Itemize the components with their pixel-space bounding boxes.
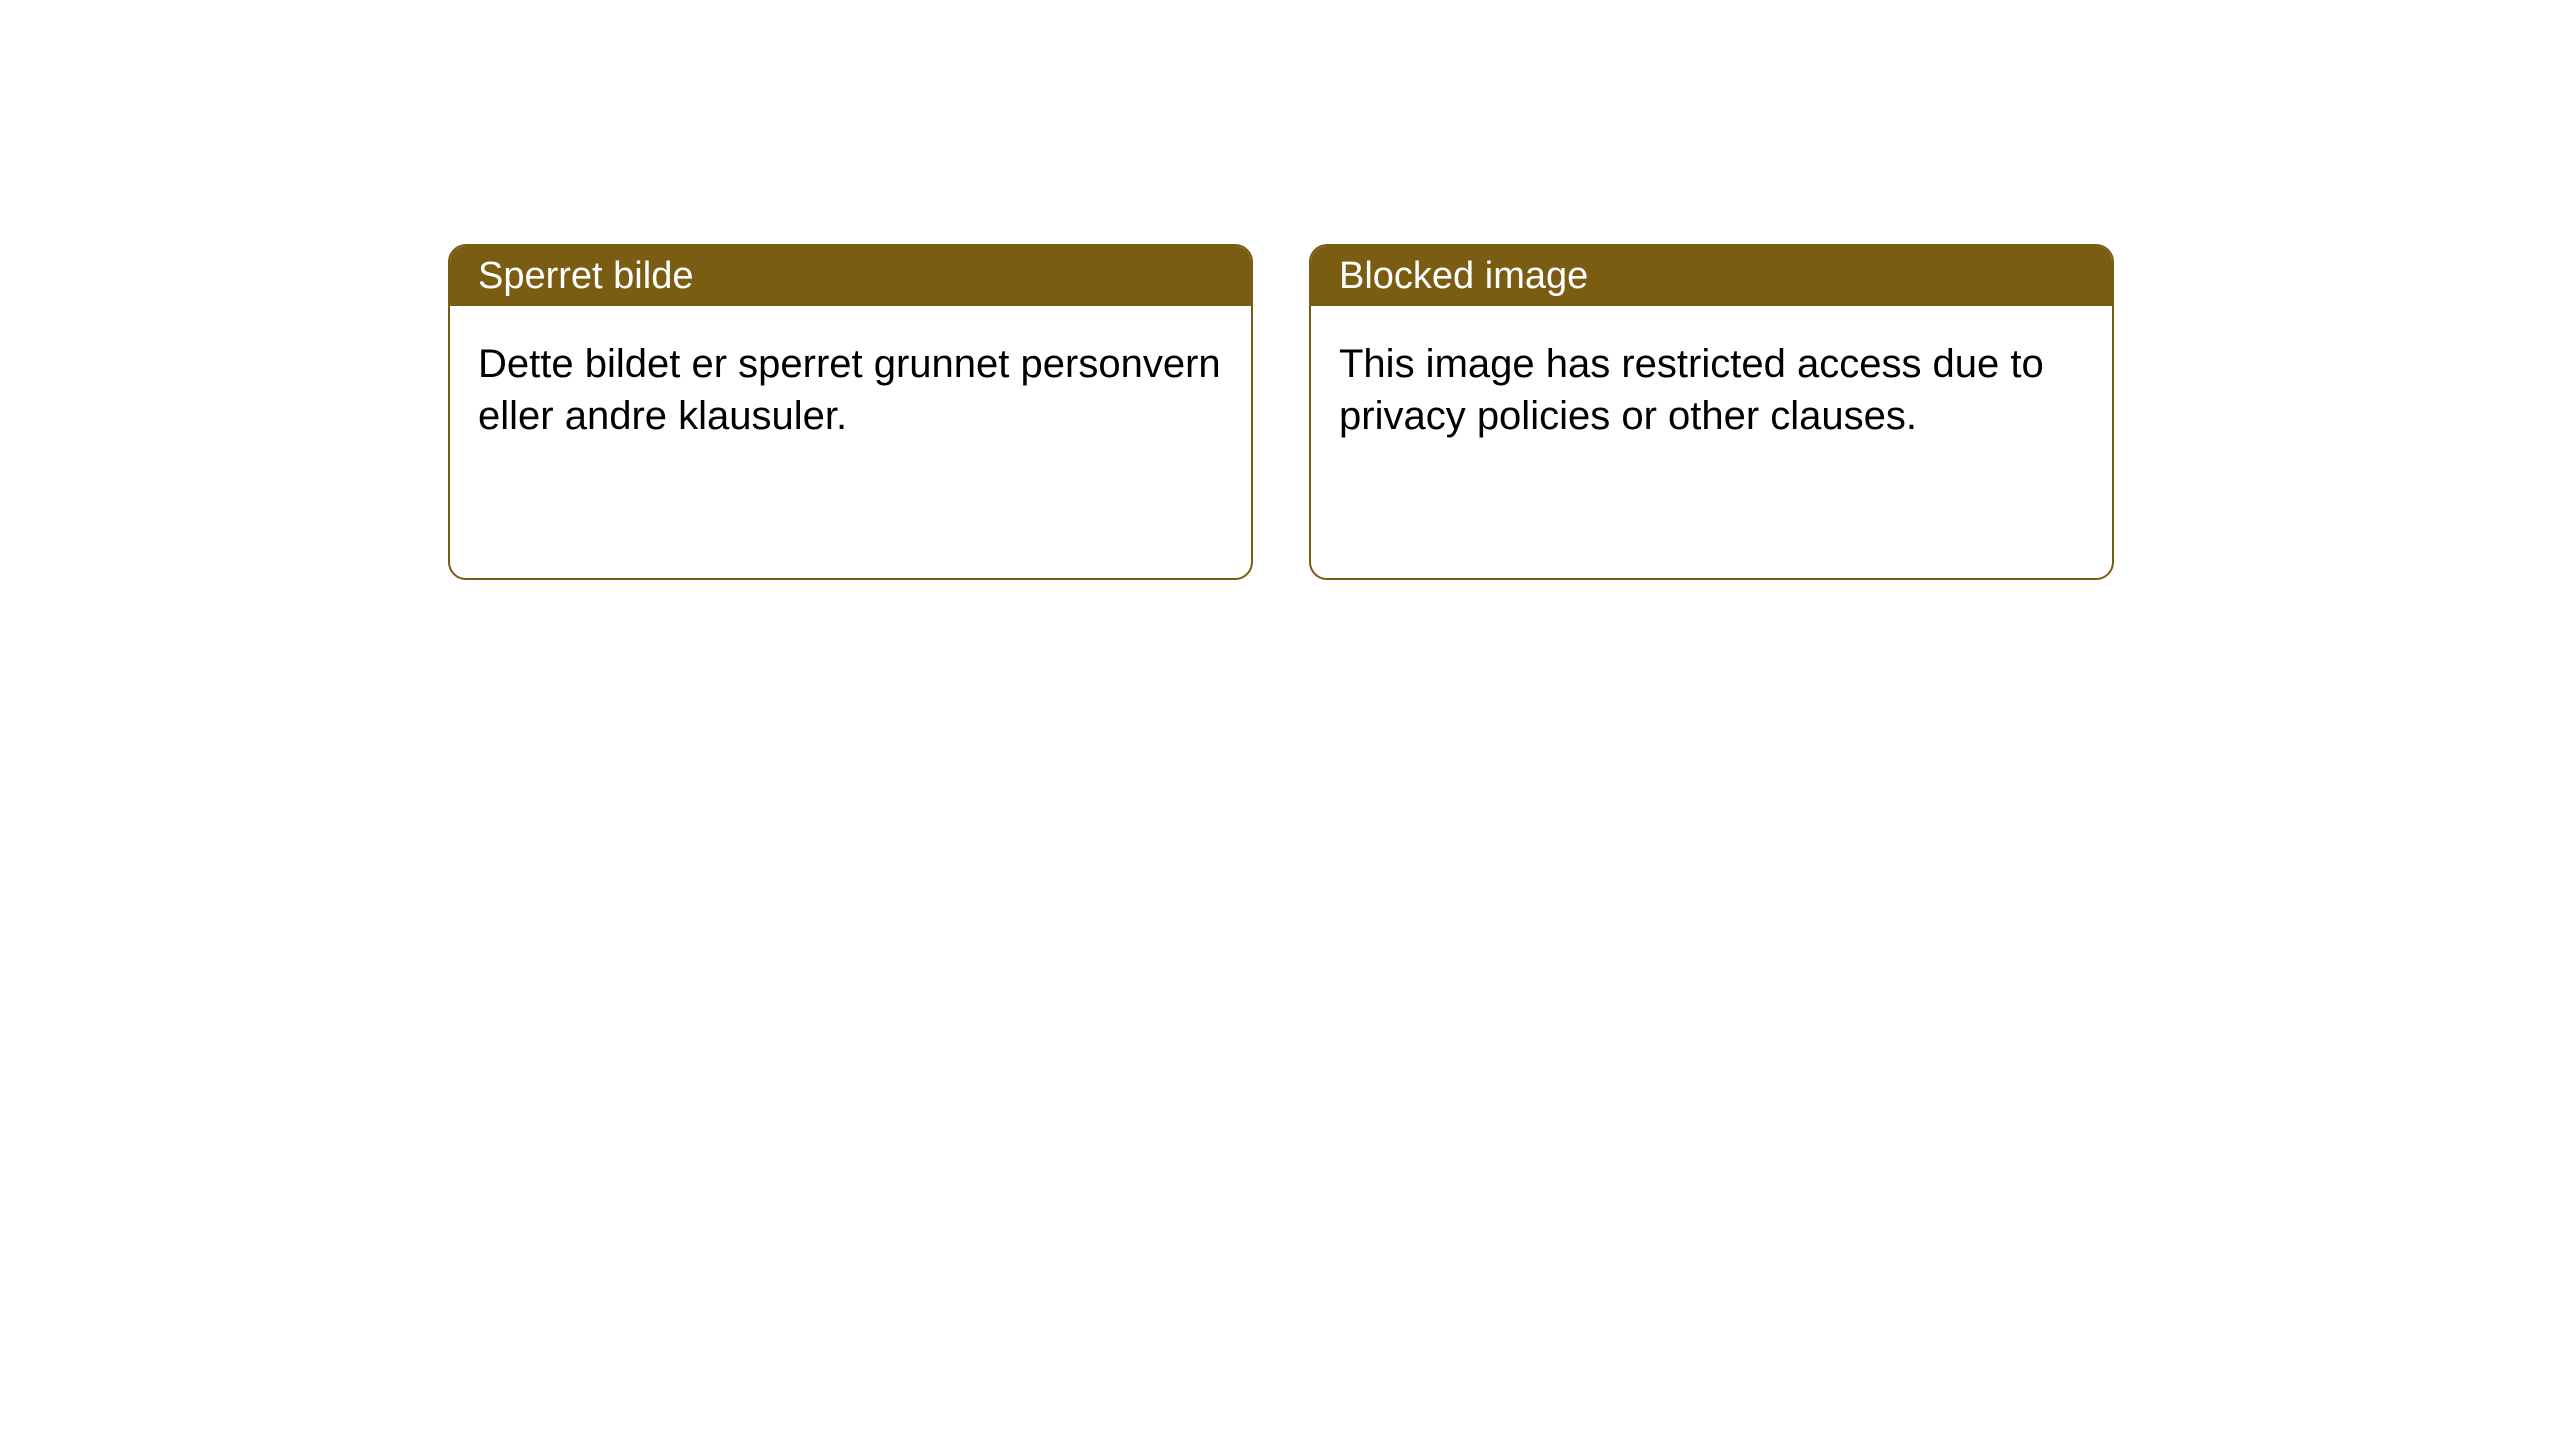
notice-card-norwegian: Sperret bilde Dette bildet er sperret gr…	[448, 244, 1253, 580]
notice-header-text: Blocked image	[1339, 255, 1588, 298]
notice-body-text: This image has restricted access due to …	[1339, 342, 2044, 438]
notice-header-norwegian: Sperret bilde	[450, 246, 1251, 306]
notice-container: Sperret bilde Dette bildet er sperret gr…	[0, 0, 2560, 580]
notice-body-text: Dette bildet er sperret grunnet personve…	[478, 342, 1221, 438]
notice-card-english: Blocked image This image has restricted …	[1309, 244, 2114, 580]
notice-body-english: This image has restricted access due to …	[1311, 306, 2112, 474]
notice-header-english: Blocked image	[1311, 246, 2112, 306]
notice-header-text: Sperret bilde	[478, 255, 693, 298]
notice-body-norwegian: Dette bildet er sperret grunnet personve…	[450, 306, 1251, 474]
